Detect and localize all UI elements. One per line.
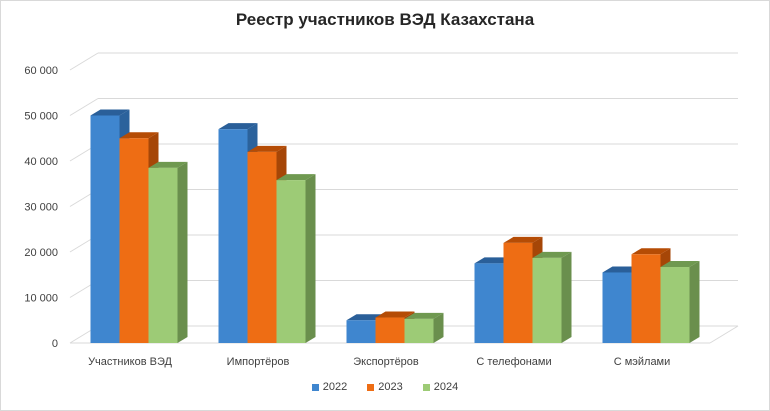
y-tick-label: 60 000: [24, 65, 58, 77]
bar-top: [276, 174, 316, 181]
bar: [375, 317, 405, 343]
bar-top: [247, 145, 287, 152]
x-tick-label: С телефонами: [476, 356, 551, 368]
bar: [218, 129, 248, 343]
bar: [474, 263, 504, 343]
legend-item: 2022: [311, 381, 348, 393]
bar: [631, 254, 661, 343]
legend-swatch: [367, 383, 375, 391]
bar-top: [631, 248, 671, 255]
bar-top: [532, 251, 572, 258]
bar-top: [90, 109, 130, 116]
x-tick-label: Экспортёров: [353, 356, 419, 368]
bar-top: [148, 161, 188, 168]
bar: [532, 257, 562, 343]
y-tick-label: 30 000: [24, 202, 58, 214]
y-tick-label: 50 000: [24, 111, 58, 123]
legend-swatch: [422, 383, 430, 391]
legend-label: 2022: [322, 381, 348, 393]
chart-legend: 2022 2023 2024: [0, 381, 770, 393]
bar-side: [177, 161, 188, 343]
bar: [503, 242, 533, 343]
floor-edge-side: [709, 325, 739, 344]
bar-top: [119, 132, 159, 139]
bar-top: [218, 123, 258, 130]
legend-item: 2024: [422, 381, 459, 393]
bar-top: [503, 236, 543, 243]
gridline-depth: [69, 52, 99, 71]
x-tick-label: Участников ВЭД: [88, 356, 172, 368]
bar-side: [433, 312, 444, 343]
bar-top: [660, 261, 700, 268]
legend-label: 2023: [378, 381, 403, 393]
y-tick-label: 10 000: [24, 293, 58, 305]
bar: [119, 138, 149, 343]
bar-top: [404, 312, 444, 319]
legend-swatch: [311, 383, 319, 391]
y-tick-label: 0: [52, 338, 58, 350]
bar-side: [305, 174, 316, 343]
gridline-depth: [69, 98, 99, 116]
bar: [404, 318, 434, 343]
y-tick-label: 20 000: [24, 247, 58, 259]
legend-item: 2023: [367, 381, 403, 393]
chart-title: Реестр участников ВЭД Казахстана: [235, 10, 535, 29]
x-tick-label: С мэйлами: [614, 356, 671, 368]
bar-side: [561, 251, 572, 343]
bar: [247, 151, 277, 343]
legend-label: 2024: [433, 381, 459, 393]
bar-top: [375, 311, 415, 318]
y-tick-label: 40 000: [24, 156, 58, 168]
bar: [90, 115, 120, 343]
bar-side: [689, 261, 700, 343]
bar: [660, 267, 690, 343]
x-tick-label: Импортёров: [227, 356, 290, 368]
bar: [602, 272, 632, 343]
bar: [276, 180, 306, 343]
bar: [346, 320, 376, 343]
bar: [148, 167, 178, 343]
